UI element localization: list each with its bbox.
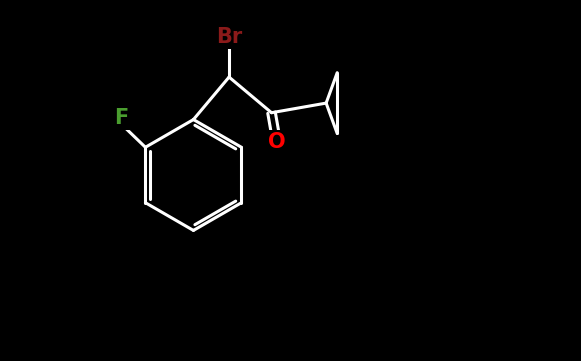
Text: F: F xyxy=(114,108,128,128)
Text: O: O xyxy=(268,131,285,152)
Text: Br: Br xyxy=(216,27,242,47)
